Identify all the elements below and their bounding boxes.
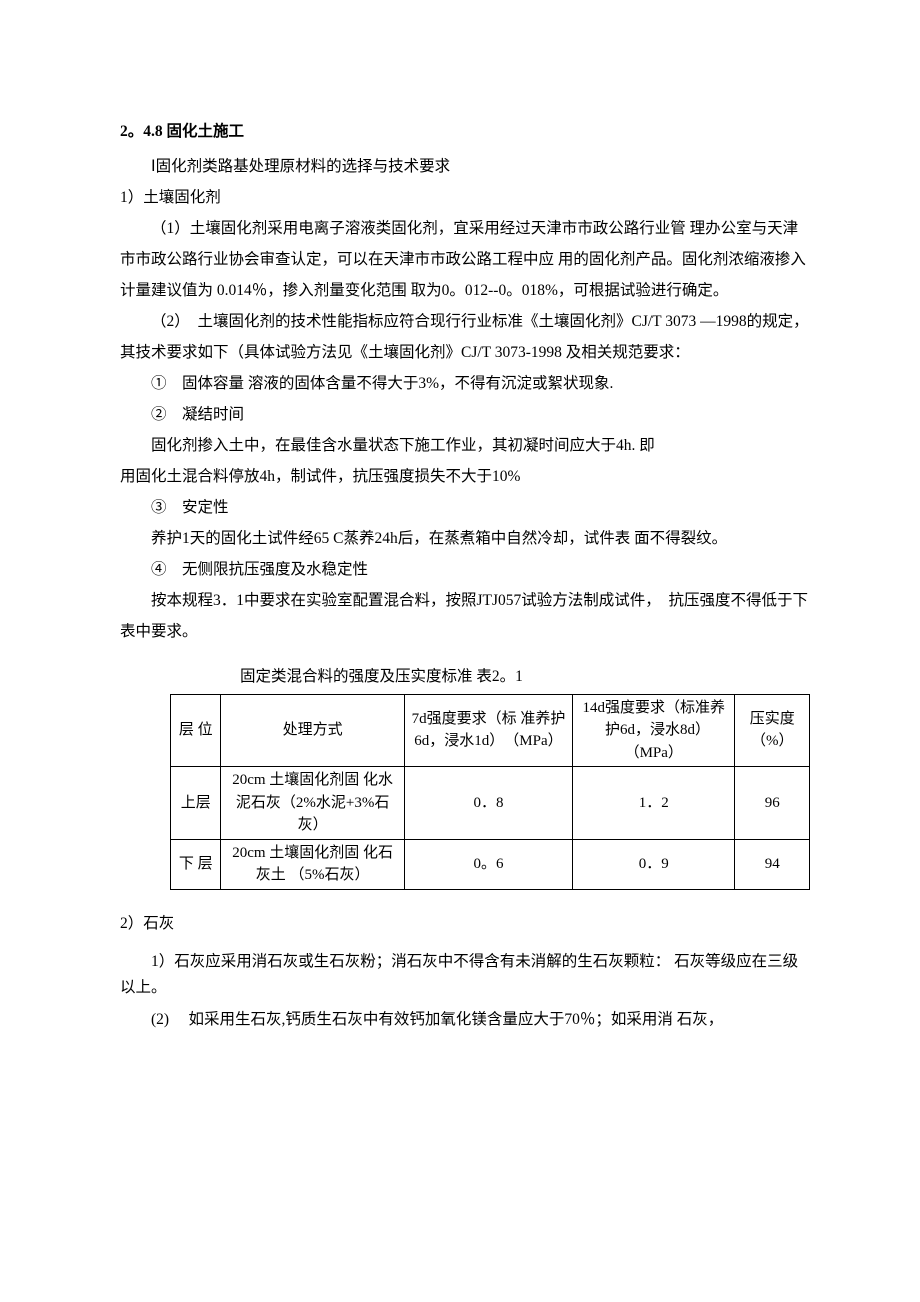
- table-caption: 固定类混合料的强度及压实度标准 表2。1: [240, 661, 810, 692]
- cell-method: 20cm 土壤固化剂固 化石灰土 （5%石灰）: [221, 839, 404, 889]
- strength-table: 层 位 处理方式 7d强度要求（标 准养护6d，浸水1d） （MPa） 14d强…: [170, 694, 810, 890]
- para-item-4: ④ 无侧限抗压强度及水稳定性: [120, 554, 810, 585]
- para-1-1: （1）土壤固化剂采用电离子溶液类固化剂，宜采用经过天津市市政公路行业管 理办公室…: [120, 213, 810, 306]
- cell-7d: 0．8: [404, 767, 572, 840]
- para-2-2: (2) 如采用生石灰,钙质生石灰中有效钙加氧化镁含量应大于70％；如采用消 石灰…: [120, 1007, 810, 1033]
- document-page: 2。4.8 固化土施工 Ⅰ固化剂类路基处理原材料的选择与技术要求 1）土壤固化剂…: [0, 0, 920, 1302]
- para-1-2: （2） 土壤固化剂的技术性能指标应符合现行行业标准《土壤固化剂》CJ/T 307…: [120, 306, 810, 368]
- th-14d: 14d强度要求（标准养护6d，浸水8d） （MPa）: [573, 694, 735, 767]
- cell-compaction: 96: [735, 767, 810, 840]
- cell-7d: 0。6: [404, 839, 572, 889]
- para-1-head: 1）土壤固化剂: [120, 182, 810, 213]
- para-item-2-body2: 用固化土混合料停放4h，制试件，抗压强度损失不大于10%: [120, 461, 810, 492]
- table-row: 下 层 20cm 土壤固化剂固 化石灰土 （5%石灰） 0。6 0．9 94: [171, 839, 810, 889]
- th-7d: 7d强度要求（标 准养护6d，浸水1d） （MPa）: [404, 694, 572, 767]
- para-2-head: 2）石灰: [120, 908, 810, 939]
- para-item-1: ① 固体容量 溶液的固体含量不得大于3%，不得有沉淀或絮状现象.: [120, 368, 810, 399]
- table-header-row: 层 位 处理方式 7d强度要求（标 准养护6d，浸水1d） （MPa） 14d强…: [171, 694, 810, 767]
- cell-layer: 下 层: [171, 839, 221, 889]
- th-layer: 层 位: [171, 694, 221, 767]
- cell-14d: 1．2: [573, 767, 735, 840]
- para-item-3-body: 养护1天的固化土试件经65 C蒸养24h后，在蒸煮箱中自然冷却，试件表 面不得裂…: [120, 523, 810, 554]
- para-item-3: ③ 安定性: [120, 492, 810, 523]
- cell-compaction: 94: [735, 839, 810, 889]
- section-heading: 2。4.8 固化土施工: [120, 116, 810, 147]
- para-item-2: ② 凝结时间: [120, 399, 810, 430]
- th-compaction: 压实度（%）: [735, 694, 810, 767]
- para-2-1: 1）石灰应采用消石灰或生石灰粉；消石灰中不得含有未消解的生石灰颗粒： 石灰等级应…: [120, 949, 810, 1002]
- th-method: 处理方式: [221, 694, 404, 767]
- para-item-4-body: 按本规程3．1中要求在实验室配置混合料，按照JTJ057试验方法制成试件， 抗压…: [120, 585, 810, 647]
- table-row: 上层 20cm 土壤固化剂固 化水泥石灰（2%水泥+3%石灰） 0．8 1．2 …: [171, 767, 810, 840]
- para-intro: Ⅰ固化剂类路基处理原材料的选择与技术要求: [120, 151, 810, 182]
- cell-layer: 上层: [171, 767, 221, 840]
- para-item-2-body1: 固化剂掺入土中，在最佳含水量状态下施工作业，其初凝时间应大于4h. 即: [120, 430, 810, 461]
- cell-14d: 0．9: [573, 839, 735, 889]
- cell-method: 20cm 土壤固化剂固 化水泥石灰（2%水泥+3%石灰）: [221, 767, 404, 840]
